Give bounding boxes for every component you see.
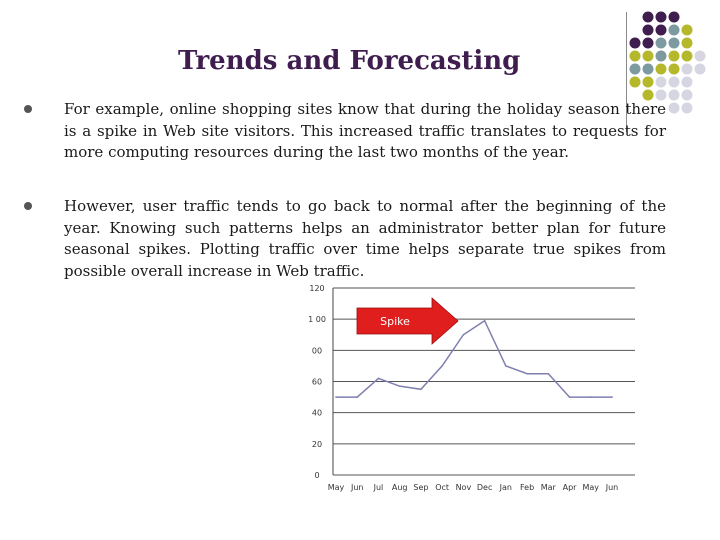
data-point: [441, 365, 443, 367]
decorative-dot: [668, 37, 680, 49]
data-point: [505, 365, 507, 367]
decorative-dot: [668, 76, 680, 88]
y-tick-label: 60: [312, 378, 322, 387]
decorative-dot: [681, 63, 693, 75]
decorative-dot: [681, 50, 693, 62]
series-line: [336, 319, 612, 398]
decorative-dot: [668, 89, 680, 101]
x-tick-label: Aug: [392, 483, 408, 492]
decorative-dot: [629, 76, 641, 88]
y-tick-label: 0: [314, 471, 319, 480]
slide-title: Trends and Forecasting: [178, 46, 521, 76]
x-tick-label: Nov: [456, 483, 472, 492]
decorative-dot: [694, 63, 706, 75]
x-tick-label: Mar: [541, 483, 557, 492]
decorative-dot: [681, 89, 693, 101]
data-point: [377, 377, 380, 380]
spike-annotation-arrow: Spike: [356, 297, 459, 345]
decorative-dot: [642, 76, 654, 88]
y-tick-label: 00: [312, 346, 322, 355]
data-point: [568, 396, 571, 398]
x-tick-label: Dec: [477, 483, 492, 492]
data-point: [356, 396, 359, 398]
decorative-dot: [681, 37, 693, 49]
x-tick-label: Jan: [499, 483, 512, 492]
decorative-dot: [642, 24, 654, 36]
data-point: [398, 385, 401, 387]
decorative-dot: [668, 11, 680, 23]
x-tick-label: Apr: [563, 483, 578, 492]
data-point: [526, 372, 528, 375]
data-point: [611, 396, 613, 398]
decorative-dot: [629, 63, 641, 75]
decorative-dot: [655, 50, 667, 62]
decorative-dot: [642, 50, 654, 62]
x-tick-label: Feb: [520, 483, 534, 492]
data-point: [547, 372, 550, 375]
decorative-dot: [668, 50, 680, 62]
decorative-dot: [655, 24, 667, 36]
spike-arrow-shape: [356, 297, 459, 345]
traffic-line-chart: 0 20 40 60 00 1 00 120 May Jun Jul Aug Sep Oct Nov Dec…: [308, 284, 635, 492]
decorative-dot: [655, 63, 667, 75]
bullet-text-1: For example, online shopping sites know …: [64, 100, 666, 161]
decorative-dot: [629, 50, 641, 62]
y-tick-label: 40: [312, 409, 322, 418]
y-tick-label: 20: [312, 440, 322, 449]
decorative-dot: [668, 63, 680, 75]
y-tick-label: 1 00: [308, 315, 326, 324]
decorative-dot: [655, 76, 667, 88]
bullet-dot: [24, 105, 32, 113]
x-tick-label: Jun: [350, 483, 364, 492]
decorative-dot: [642, 11, 654, 23]
data-point: [420, 388, 422, 391]
decorative-dot: [694, 50, 706, 62]
y-tick-label: 120: [309, 284, 324, 293]
x-tick-label: Oct: [435, 483, 449, 492]
decorative-dot: [681, 102, 693, 114]
x-tick-label: Sep: [413, 483, 428, 492]
data-point: [483, 319, 486, 322]
x-tick-label: May: [582, 483, 599, 492]
decorative-dot: [655, 37, 667, 49]
spike-label: Spike: [380, 315, 410, 328]
decorative-dot: [629, 37, 641, 49]
decorative-dot: [668, 24, 680, 36]
x-tick-label: Jul: [373, 483, 384, 492]
decorative-dot: [642, 37, 654, 49]
x-tick-label: Jun: [605, 483, 619, 492]
decorative-dot: [642, 63, 654, 75]
decorative-dot: [668, 102, 680, 114]
decorative-dot: [681, 76, 693, 88]
decorative-dot: [681, 24, 693, 36]
decorative-dot: [655, 11, 667, 23]
x-tick-label: May: [328, 483, 345, 492]
data-point: [462, 333, 465, 336]
title-divider-line: [626, 12, 627, 132]
bullet-text-2: However, user traffic tends to go back t…: [64, 197, 666, 280]
data-point: [589, 396, 592, 398]
bullet-dot: [24, 202, 32, 210]
data-point: [335, 396, 337, 398]
